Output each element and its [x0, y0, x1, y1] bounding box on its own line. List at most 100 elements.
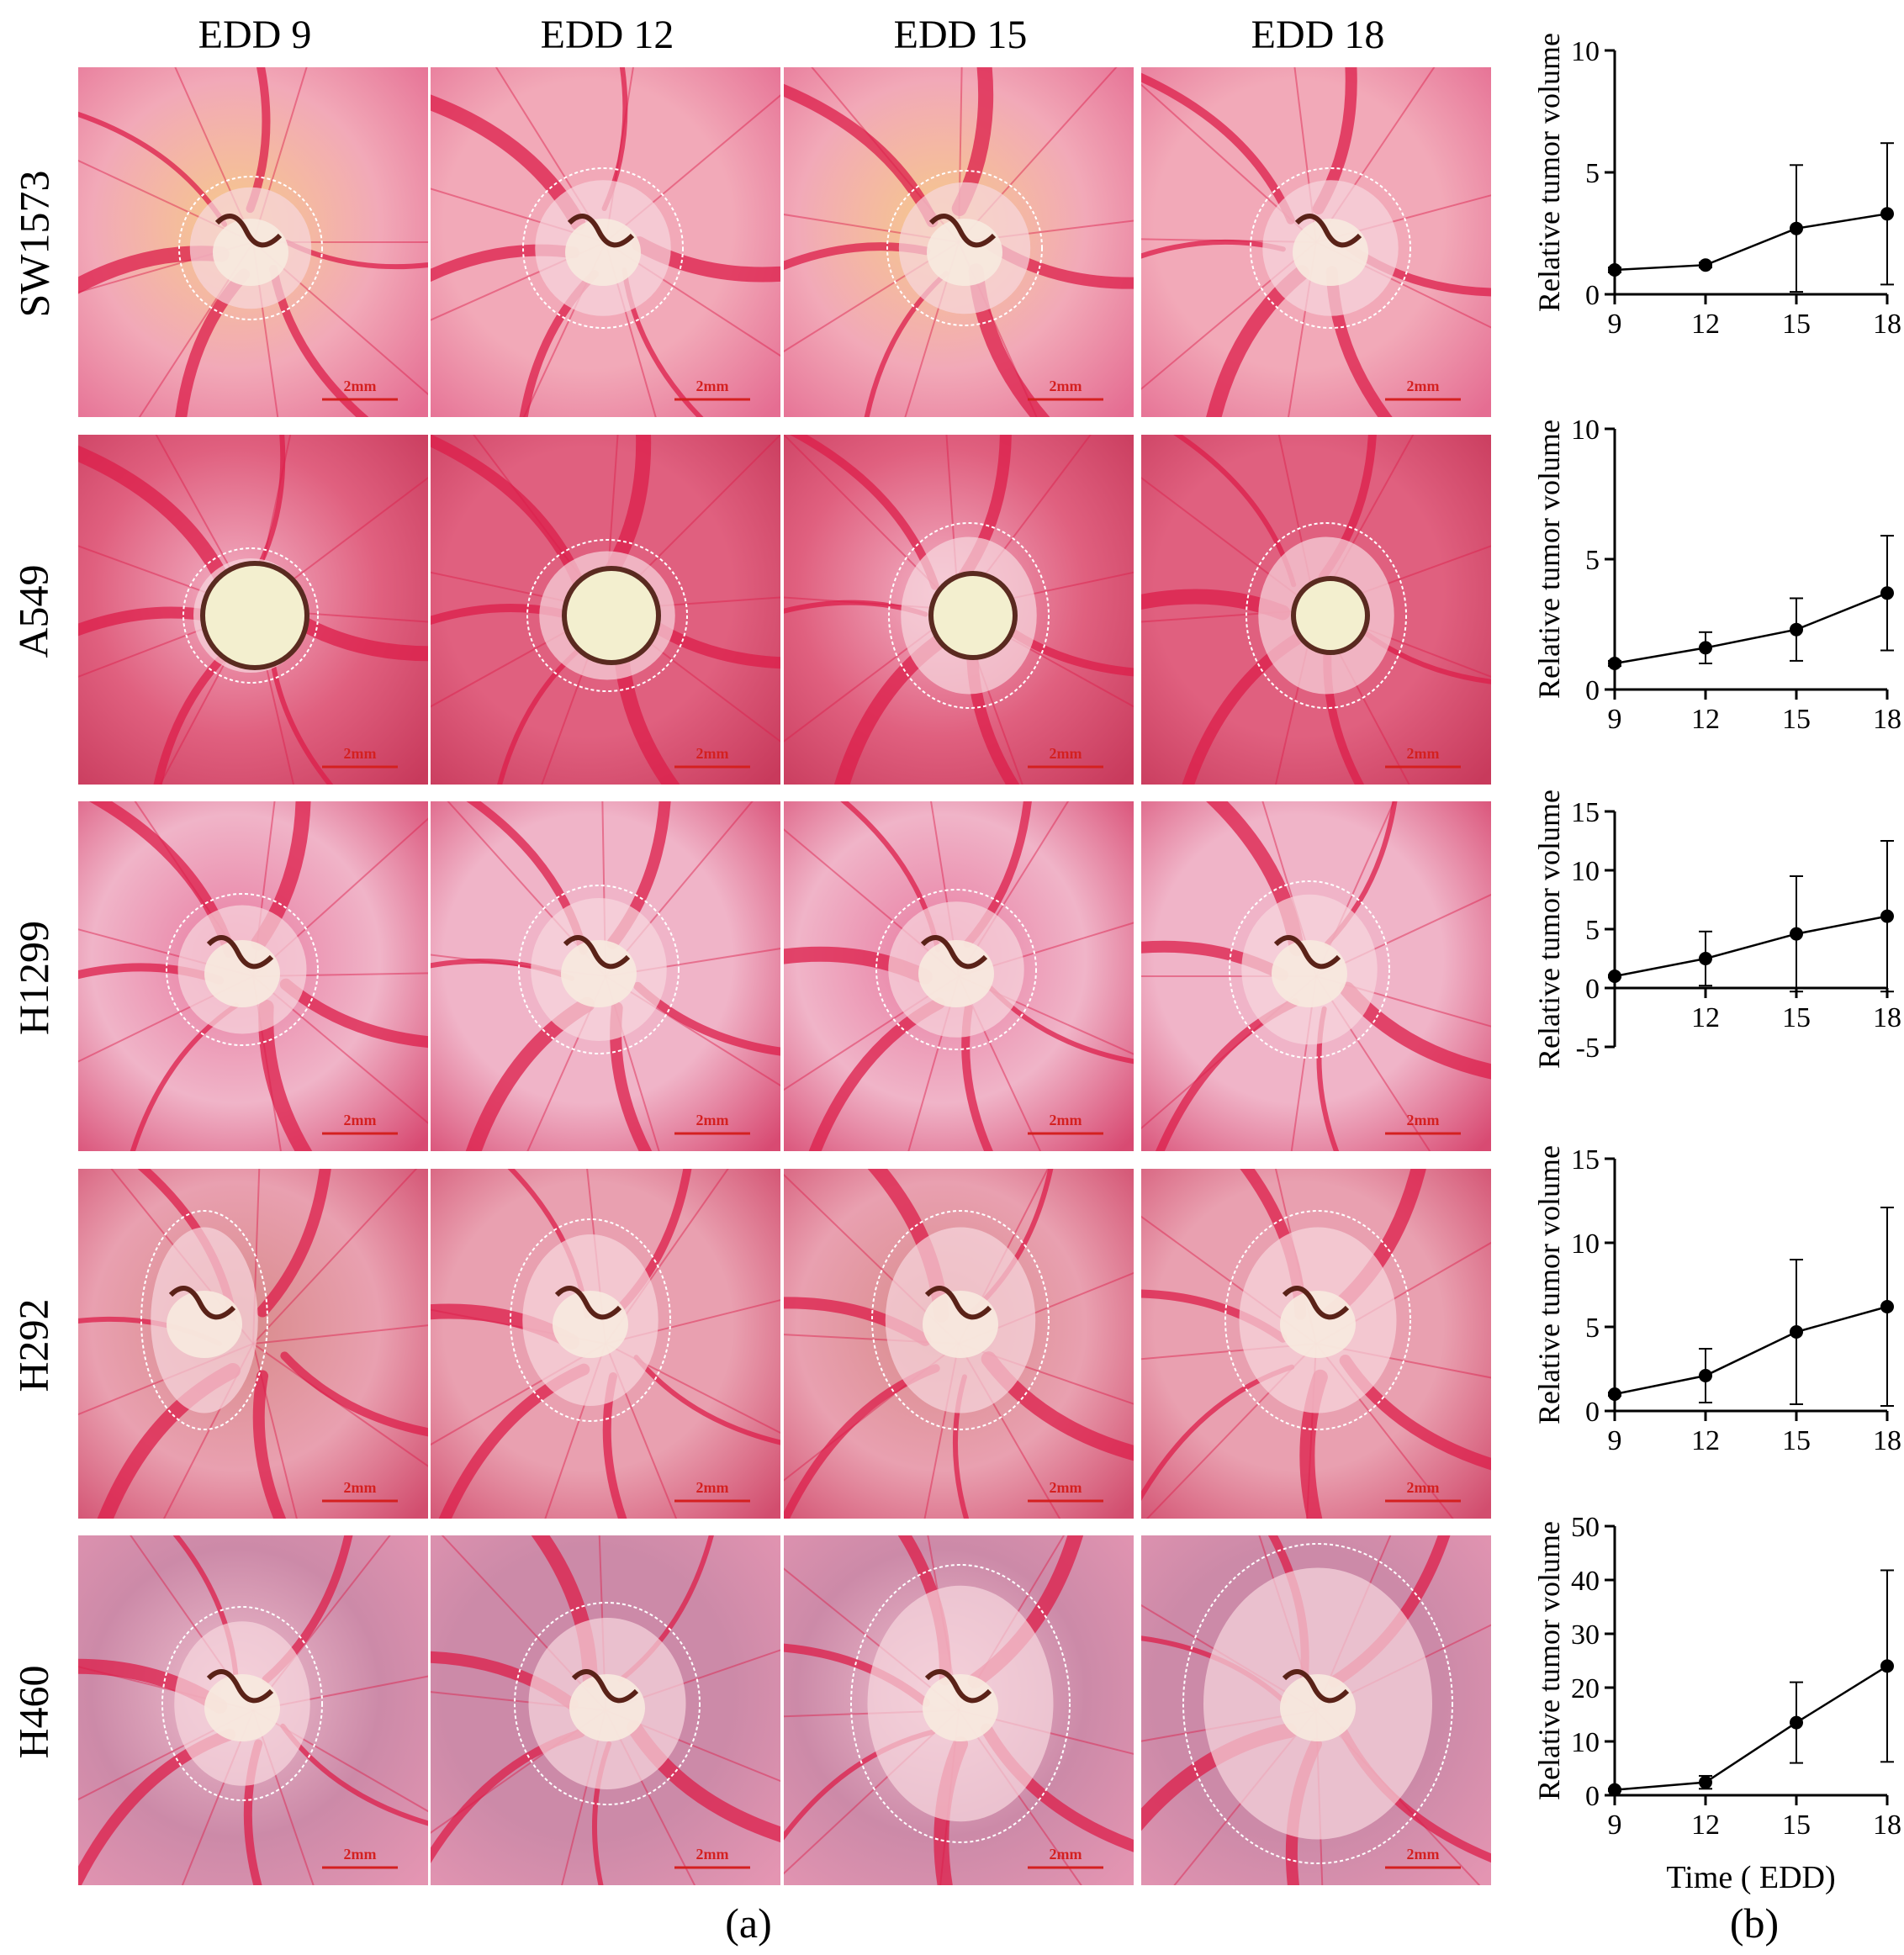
- column-header-edd12: EDD 12: [540, 13, 674, 57]
- data-point: [1699, 1775, 1712, 1789]
- chart-sw1573: 0 5 10 9 12 15 18 Relative tumor volume: [1531, 0, 1904, 345]
- data-point: [1699, 641, 1712, 655]
- scale-bar-label: 2mm: [1407, 1479, 1440, 1496]
- scale-bar-label: 2mm: [1407, 378, 1440, 394]
- y-tick-label: 20: [1571, 1673, 1600, 1704]
- data-point: [1699, 258, 1712, 272]
- x-tick-label: 9: [1608, 309, 1622, 340]
- series-line: [1614, 1305, 1888, 1396]
- column-header-edd15: EDD 15: [893, 13, 1028, 57]
- y-tick-label: 5: [1585, 915, 1600, 946]
- data-point: [1790, 1325, 1803, 1339]
- x-tick-label: 12: [1691, 704, 1720, 735]
- scale-bar-label: 2mm: [1050, 1112, 1082, 1128]
- chart-h1299: -5 0 5 10 15 12 15 18 Relative tumor volume: [1531, 761, 1904, 1097]
- data-point: [1699, 952, 1712, 965]
- photo-sw1573-edd12: 2mm: [431, 67, 780, 417]
- photo-h1299-edd18: 2mm: [1141, 801, 1491, 1151]
- y-tick-label: 10: [1571, 36, 1600, 67]
- y-tick-label: 40: [1571, 1566, 1600, 1597]
- y-tick-label: 5: [1585, 545, 1600, 576]
- photo-a549-edd12: 2mm: [431, 435, 780, 785]
- x-tick-label: 15: [1782, 704, 1811, 735]
- scale-bar-label: 2mm: [696, 745, 729, 762]
- row-label-text: H292: [10, 1298, 58, 1392]
- data-point: [1880, 586, 1894, 600]
- x-tick-label: 9: [1608, 1810, 1622, 1841]
- y-tick-label: 0: [1585, 1397, 1600, 1428]
- scale-bar-label: 2mm: [696, 1846, 729, 1863]
- y-tick-label: 15: [1571, 1144, 1600, 1176]
- y-tick-label: 10: [1571, 1228, 1600, 1260]
- y-tick-label: 50: [1571, 1512, 1600, 1543]
- photo-a549-edd18: 2mm: [1141, 435, 1491, 785]
- y-axis-label: Relative tumor volume: [1532, 420, 1566, 699]
- photo-h460-edd15: 2mm: [784, 1535, 1134, 1885]
- scale-bar-label: 2mm: [344, 1112, 377, 1128]
- x-tick-label: 18: [1873, 1002, 1901, 1033]
- row-label-sw1573: SW1573: [0, 67, 67, 420]
- y-tick-label: 0: [1585, 675, 1600, 706]
- y-axis-label: Relative tumor volume: [1532, 1521, 1566, 1800]
- photo-h1299-edd15: 2mm: [784, 801, 1134, 1151]
- x-tick-label: 9: [1608, 1425, 1622, 1456]
- data-point: [1790, 1715, 1803, 1730]
- x-tick-label: 12: [1691, 1810, 1720, 1841]
- x-tick-label: 15: [1782, 1002, 1811, 1033]
- row-label-text: SW1573: [10, 170, 57, 318]
- data-point: [1790, 927, 1803, 941]
- y-tick-label: 0: [1585, 974, 1600, 1005]
- y-tick-label: 10: [1571, 856, 1600, 887]
- photo-h460-edd18: 2mm: [1141, 1535, 1491, 1885]
- photo-h292-edd9: 2mm: [78, 1169, 428, 1519]
- y-axis-label: Relative tumor volume: [1532, 790, 1566, 1069]
- y-tick-label: 5: [1585, 1313, 1600, 1344]
- y-tick-label: 5: [1585, 158, 1600, 189]
- x-tick-label: 12: [1691, 1425, 1720, 1456]
- row-label-text: H1299: [10, 920, 58, 1036]
- scale-bar-label: 2mm: [344, 745, 377, 762]
- scale-bar-label: 2mm: [696, 1479, 729, 1496]
- data-point: [1880, 207, 1894, 221]
- data-point: [1608, 1387, 1621, 1401]
- x-axis-label: Time ( EDD): [1666, 1860, 1835, 1895]
- scale-bar-label: 2mm: [1407, 1112, 1440, 1128]
- scale-bar-label: 2mm: [696, 378, 729, 394]
- chart-svg: 0 5 10 9 12 15 18 Relative tumor volume: [1532, 415, 1901, 735]
- panel-label-a: (a): [725, 1900, 772, 1947]
- data-point: [1880, 1300, 1894, 1313]
- column-header-edd9: EDD 9: [198, 13, 312, 57]
- row-label-a549: A549: [0, 435, 67, 788]
- x-tick-label: 18: [1873, 1425, 1901, 1456]
- series-line: [1614, 213, 1888, 272]
- photo-h292-edd18: 2mm: [1141, 1169, 1491, 1519]
- data-point: [1790, 622, 1803, 637]
- x-tick-label: 15: [1782, 1425, 1811, 1456]
- y-tick-label: 10: [1571, 1727, 1600, 1758]
- row-label-h292: H292: [0, 1169, 67, 1522]
- data-point: [1699, 1369, 1712, 1382]
- x-tick-label: 18: [1873, 704, 1901, 735]
- y-axis-label: Relative tumor volume: [1532, 1145, 1566, 1424]
- chart-h460: 0 10 20 30 40 50 9 12 15 18 Relative tumor volume T…: [1531, 1476, 1904, 1913]
- x-tick-label: 12: [1691, 1002, 1720, 1033]
- data-point: [1608, 657, 1621, 670]
- scale-bar-label: 2mm: [696, 1112, 729, 1128]
- data-point: [1608, 970, 1621, 983]
- scale-bar-label: 2mm: [1407, 1846, 1440, 1863]
- series-line: [1614, 1665, 1888, 1791]
- panel-label-b: (b): [1729, 1900, 1780, 1947]
- photo-sw1573-edd9: 2mm: [78, 67, 428, 417]
- row-label-text: H460: [10, 1665, 58, 1759]
- y-tick-label: 0: [1585, 280, 1600, 311]
- chart-svg: 0 5 10 15 9 12 15 18 Relative tumor volume: [1532, 1144, 1901, 1456]
- scale-bar-label: 2mm: [1050, 745, 1082, 762]
- x-tick-label: 15: [1782, 1810, 1811, 1841]
- y-tick-label: 30: [1571, 1619, 1600, 1651]
- x-tick-label: 18: [1873, 1810, 1901, 1841]
- data-point: [1880, 909, 1894, 923]
- row-label-text: A549: [10, 564, 58, 658]
- chart-h292: 0 5 10 15 9 12 15 18 Relative tumor volume: [1531, 1108, 1904, 1461]
- y-tick-label: 0: [1585, 1781, 1600, 1812]
